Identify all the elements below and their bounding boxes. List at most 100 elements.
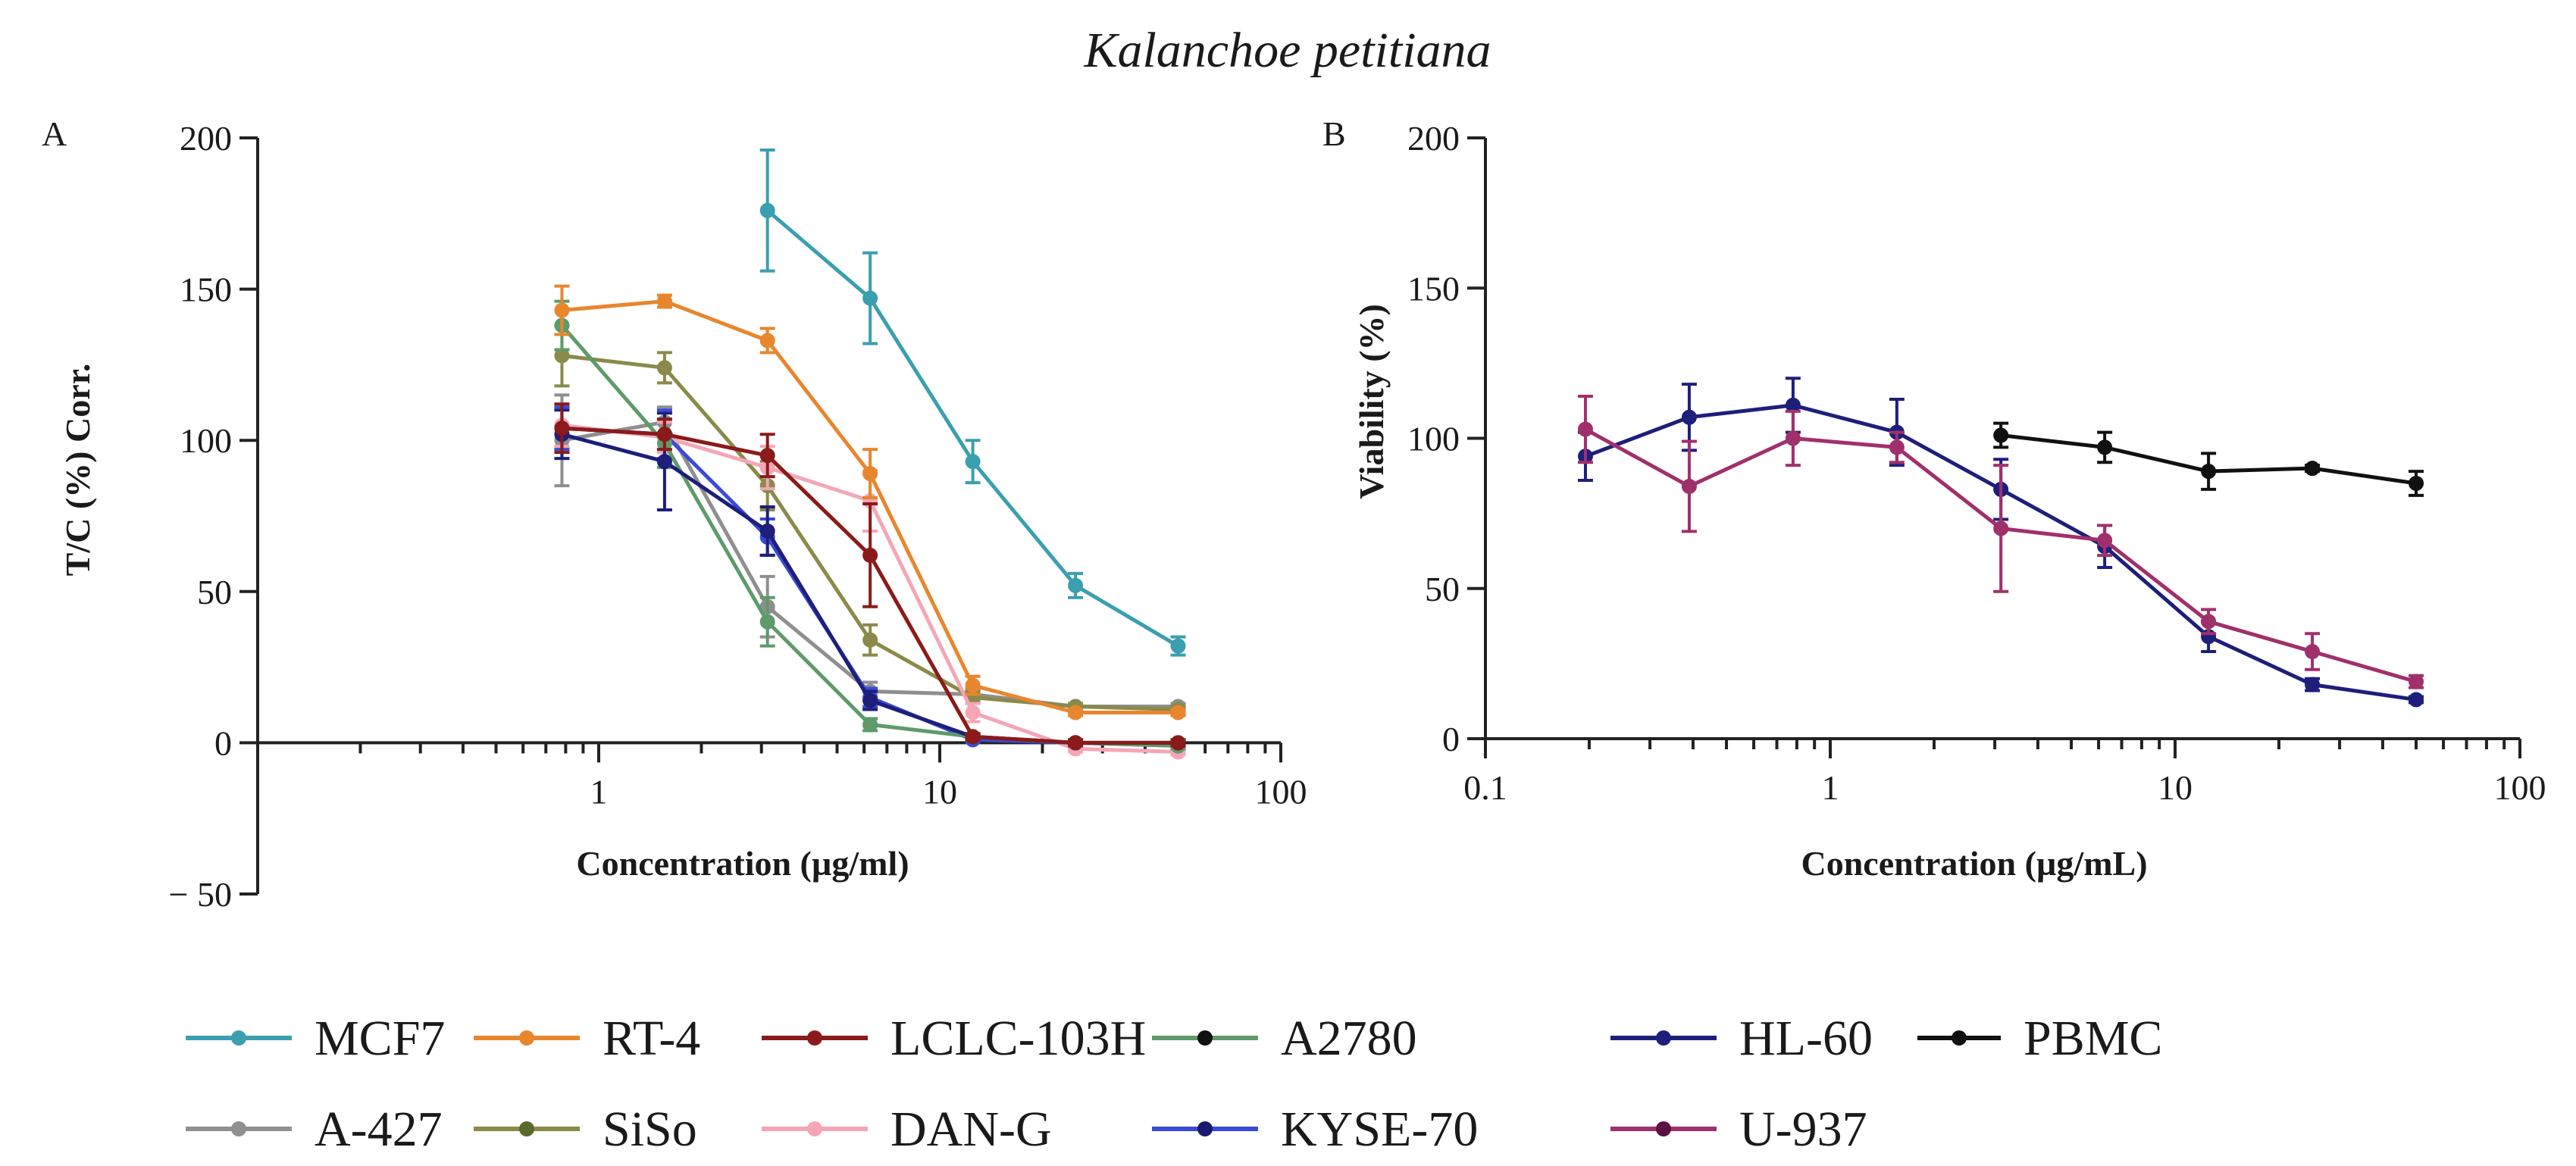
panel-a-point: [1170, 705, 1186, 721]
legend-item-siso: SiSo: [474, 1102, 697, 1157]
legend-swatch-marker: [231, 1121, 246, 1136]
legend: MCF7 RT-4 LCLC-103H A2780 HL-60 PBMC A-427 SiSo…: [186, 1011, 2162, 1157]
panel-a-ytick-label: 150: [180, 270, 232, 309]
legend-label: DAN-G: [890, 1102, 1052, 1157]
panel-b-point: [2409, 475, 2424, 491]
panel-a-point: [759, 333, 775, 349]
panel-a-point: [656, 454, 672, 470]
panel-a-ytick-label: 100: [180, 421, 232, 460]
legend-swatch-marker: [519, 1030, 534, 1046]
legend-swatch-marker: [1656, 1121, 1671, 1136]
legend-label: LCLC-103H: [890, 1011, 1146, 1066]
panel-b-xlabel: Concentration (µg/mL): [1801, 844, 2147, 883]
legend-item-u-937: U-937: [1610, 1102, 1867, 1157]
panel-a-ytick-label: 0: [214, 724, 232, 762]
panel-b-xtick-label: 1: [1822, 768, 1839, 807]
panel-a-xlabel: Concentration (µg/ml): [576, 844, 909, 883]
panel-a-xtick-label: 100: [1255, 772, 1307, 811]
legend-label: A2780: [1281, 1011, 1417, 1066]
panel-b-series-u-937: [1577, 394, 2424, 689]
panel-a-point: [759, 614, 775, 630]
panel-b-point: [2097, 533, 2113, 549]
panel-a-point: [1170, 638, 1186, 654]
legend-swatch-marker: [1197, 1121, 1213, 1136]
panel-a-point: [862, 466, 878, 482]
panel-a-point: [862, 632, 878, 648]
panel-a-point: [554, 420, 570, 436]
panel-a-ytick-label: − 50: [169, 875, 232, 914]
panel-b-point: [1993, 427, 2009, 443]
panel-b-point: [2409, 674, 2424, 689]
panel-a-point: [759, 202, 775, 218]
panel-b-point: [1681, 409, 1697, 425]
legend-item-rt-4: RT-4: [474, 1011, 700, 1066]
panel-a-point: [965, 677, 981, 693]
panel-a-axes: − 50 0 50 100 150 200 1 10 100: [169, 119, 1307, 914]
panel-b-point: [2305, 461, 2321, 477]
legend-swatch-marker: [519, 1121, 534, 1136]
legend-swatch-marker: [1656, 1030, 1671, 1046]
legend-label: U-937: [1739, 1102, 1867, 1157]
legend-label: RT-4: [603, 1011, 700, 1066]
panel-a-ytick-label: 50: [197, 573, 232, 611]
legend-item-pbmc: PBMC: [1917, 1011, 2162, 1066]
panel-b-point: [1993, 520, 2009, 536]
panel-a-point: [1170, 735, 1186, 751]
panel-b-series: [1577, 377, 2424, 708]
legend-swatch-marker: [1197, 1030, 1213, 1046]
legend-item-hl-60: HL-60: [1610, 1011, 1873, 1066]
legend-swatch-marker: [231, 1030, 246, 1046]
panel-b-ytick-label: 0: [1442, 720, 1460, 758]
legend-label: MCF7: [315, 1011, 445, 1066]
legend-label: PBMC: [2024, 1011, 2162, 1066]
panel-a-series-rt-4: [554, 284, 1186, 721]
panel-a-xtick-label: 10: [922, 772, 957, 811]
legend-item-a2780: A2780: [1152, 1011, 1417, 1066]
panel-a-point: [862, 290, 878, 306]
panel-b-point: [2201, 614, 2217, 630]
panel-b-ytick-label: 150: [1407, 269, 1460, 308]
panel-b-point: [2409, 692, 2424, 708]
panel-a-point: [965, 454, 981, 470]
panel-b-point: [2305, 677, 2321, 692]
panel-b-point: [2201, 464, 2217, 480]
panel-a-series-lclc-103h: [554, 402, 1186, 751]
legend-label: SiSo: [603, 1102, 697, 1157]
panel-b-point: [2097, 439, 2113, 455]
panel-a-point: [554, 302, 570, 318]
legend-label: A-427: [315, 1102, 443, 1157]
panel-a-point: [965, 729, 981, 745]
panel-b-xtick-label: 0.1: [1463, 768, 1507, 807]
panel-a-point: [656, 427, 672, 442]
panel-a-point: [862, 547, 878, 563]
legend-swatch-marker: [807, 1121, 822, 1136]
legend-label: HL-60: [1739, 1011, 1873, 1066]
panel-a-point: [656, 293, 672, 309]
panel-a-point: [1068, 577, 1084, 593]
legend-item-mcf7: MCF7: [186, 1011, 445, 1066]
panel-a-ylabel: T/C (%) Corr.: [58, 364, 97, 577]
legend-swatch-marker: [1952, 1030, 1967, 1046]
panel-a-point: [965, 705, 981, 721]
panel-b-series-pbmc: [1993, 421, 2424, 497]
panel-b-label: B: [1322, 114, 1346, 153]
panel-a-xtick-label: 1: [590, 772, 608, 811]
panel-b-xtick-label: 10: [2158, 768, 2193, 807]
panel-a-point: [862, 717, 878, 733]
legend-label: KYSE-70: [1281, 1102, 1478, 1157]
legend-item-dan-g: DAN-G: [762, 1102, 1052, 1157]
legend-item-a-427: A-427: [186, 1102, 443, 1157]
panel-a-point: [862, 692, 878, 708]
panel-b: B 0 50 100 150 200 0.1 1 10 100 Concentration (µ…: [1322, 114, 2546, 883]
panel-b-axes: 0 50 100 150 200 0.1 1 10 100: [1407, 119, 2546, 807]
panel-a-point: [759, 448, 775, 464]
panel-b-point: [1785, 430, 1801, 446]
panel-b-point: [1577, 421, 1593, 437]
panel-b-point: [2305, 644, 2321, 660]
panel-b-ytick-label: 200: [1407, 119, 1460, 158]
panel-a: A − 50 0 50 100 150 200 1 10 100 Concentration (…: [42, 114, 1307, 914]
panel-a-series: [554, 148, 1186, 760]
panel-a-point: [1068, 735, 1084, 751]
legend-swatch-marker: [807, 1030, 822, 1046]
